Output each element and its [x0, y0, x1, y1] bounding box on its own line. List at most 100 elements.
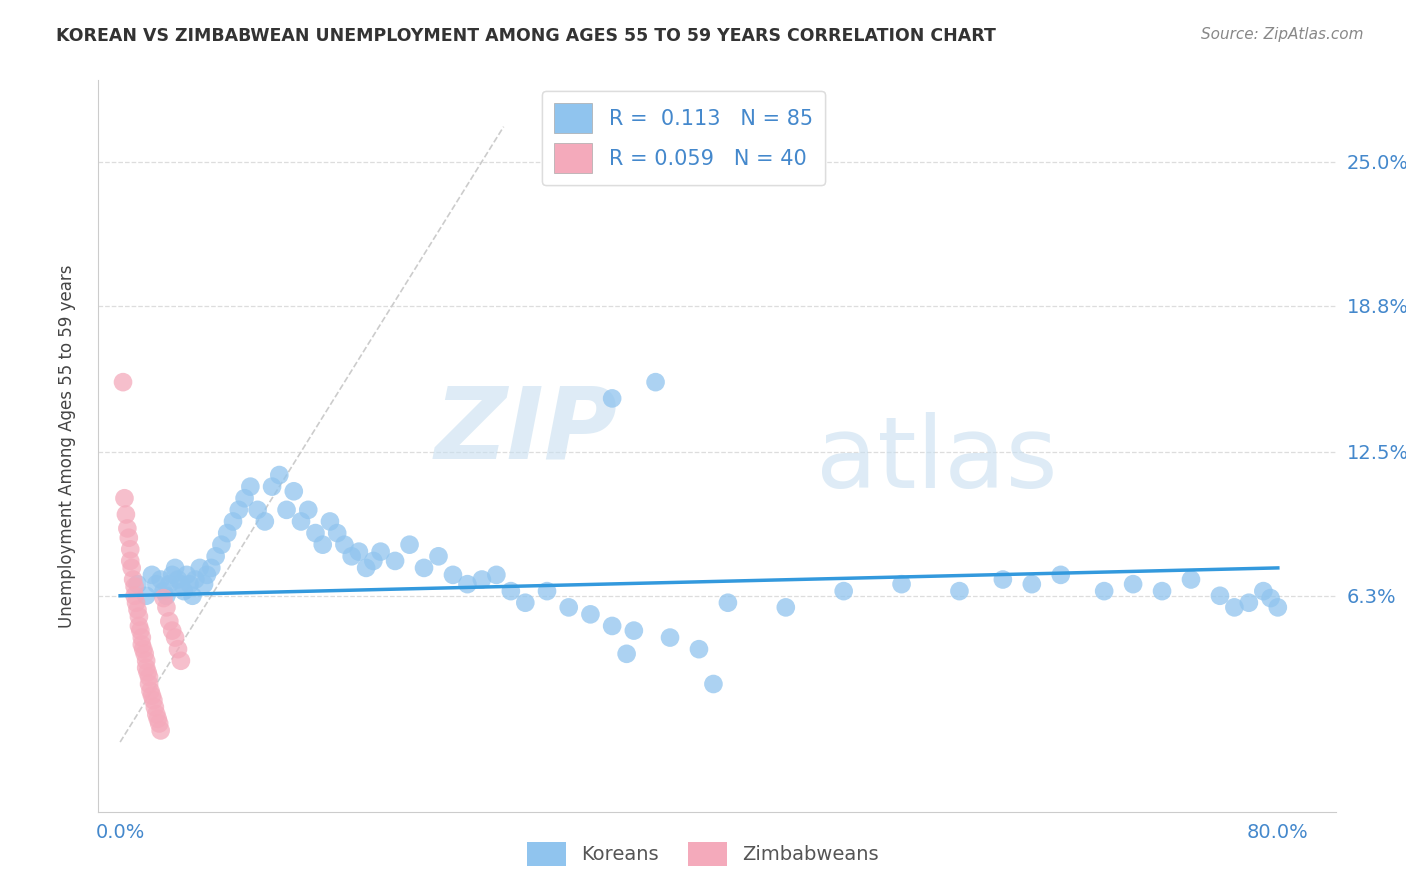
Point [832, 584, 855, 599]
Point [136, 665, 159, 680]
Point [558, 600, 581, 615]
Point [354, 561, 377, 575]
Point [157, 577, 180, 591]
Point [120, 542, 142, 557]
Point [200, 561, 222, 575]
Point [890, 577, 912, 591]
Point [441, 567, 464, 582]
Point [340, 549, 363, 564]
Legend: R =  0.113   N = 85, R = 0.059   N = 40: R = 0.113 N = 85, R = 0.059 N = 40 [541, 91, 825, 185]
Point [111, 375, 134, 389]
Point [717, 596, 740, 610]
Point [167, 642, 190, 657]
Point [1260, 591, 1282, 606]
Point [134, 647, 156, 661]
Point [233, 491, 256, 506]
Text: ZIP: ZIP [434, 383, 619, 480]
Point [165, 561, 187, 575]
Point [1180, 573, 1202, 587]
Point [135, 661, 157, 675]
Point [128, 619, 150, 633]
Point [239, 480, 262, 494]
Point [149, 573, 172, 587]
Point [120, 554, 142, 568]
Point [176, 567, 198, 582]
Point [616, 647, 638, 661]
Point [948, 584, 970, 599]
Point [138, 670, 160, 684]
Point [456, 577, 478, 591]
Point [132, 642, 155, 657]
Point [173, 584, 195, 599]
Point [363, 554, 385, 568]
Point [688, 642, 710, 657]
Point [579, 607, 602, 622]
Point [141, 689, 163, 703]
Point [127, 577, 149, 591]
Point [118, 531, 141, 545]
Point [131, 631, 153, 645]
Point [145, 577, 167, 591]
Point [138, 677, 160, 691]
Point [124, 589, 146, 603]
Point [125, 596, 148, 610]
Y-axis label: Unemployment Among Ages 55 to 59 years: Unemployment Among Ages 55 to 59 years [58, 264, 76, 628]
Point [253, 515, 276, 529]
Point [127, 603, 149, 617]
Point [1237, 596, 1260, 610]
Point [644, 375, 666, 389]
Point [149, 723, 172, 738]
Point [304, 526, 326, 541]
Point [170, 577, 193, 591]
Point [991, 573, 1014, 587]
Point [143, 700, 166, 714]
Point [319, 515, 342, 529]
Point [141, 567, 163, 582]
Point [122, 573, 145, 587]
Point [370, 544, 392, 558]
Point [155, 589, 177, 603]
Text: Source: ZipAtlas.com: Source: ZipAtlas.com [1201, 27, 1364, 42]
Point [114, 491, 136, 506]
Point [1150, 584, 1173, 599]
Point [347, 544, 370, 558]
Point [170, 654, 193, 668]
Point [384, 554, 406, 568]
Point [115, 508, 138, 522]
Legend: Koreans, Zimbabweans: Koreans, Zimbabweans [519, 834, 887, 873]
Point [228, 503, 250, 517]
Point [276, 503, 298, 517]
Point [536, 584, 558, 599]
Point [702, 677, 724, 691]
Point [193, 577, 215, 591]
Point [1122, 577, 1144, 591]
Point [131, 638, 153, 652]
Point [167, 573, 190, 587]
Point [181, 589, 204, 603]
Point [222, 515, 245, 529]
Point [142, 693, 165, 707]
Point [209, 538, 232, 552]
Point [139, 684, 162, 698]
Point [515, 596, 537, 610]
Point [1223, 600, 1246, 615]
Point [471, 573, 494, 587]
Point [124, 579, 146, 593]
Point [121, 561, 143, 575]
Point [262, 480, 284, 494]
Point [485, 567, 508, 582]
Point [246, 503, 269, 517]
Point [152, 584, 174, 599]
Point [152, 591, 174, 606]
Point [333, 538, 356, 552]
Point [128, 609, 150, 624]
Point [188, 561, 211, 575]
Point [427, 549, 450, 564]
Point [1049, 567, 1071, 582]
Point [499, 584, 522, 599]
Point [1021, 577, 1043, 591]
Point [290, 515, 312, 529]
Point [1209, 589, 1232, 603]
Point [297, 503, 319, 517]
Point [195, 567, 218, 582]
